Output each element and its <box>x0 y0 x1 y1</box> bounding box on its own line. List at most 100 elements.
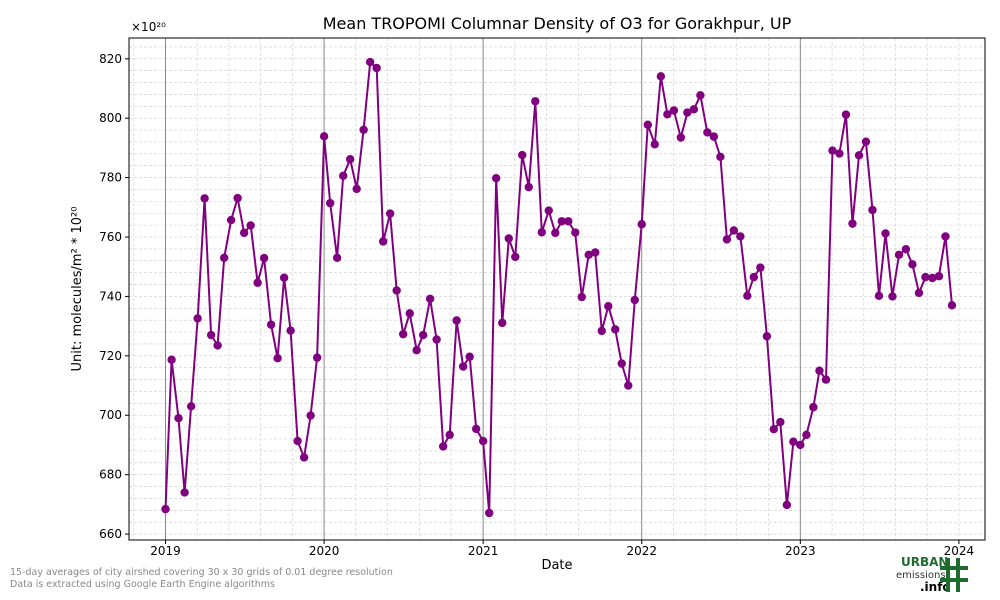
data-point <box>928 273 937 283</box>
x-tick-label: 2023 <box>785 544 816 558</box>
plot-frame <box>128 37 986 541</box>
data-point <box>266 320 276 329</box>
data-point <box>233 193 242 203</box>
data-point <box>663 110 672 119</box>
data-point <box>167 355 176 364</box>
data-point <box>676 133 686 142</box>
data-point <box>312 353 322 362</box>
data-point <box>637 220 646 229</box>
data-point <box>438 442 448 451</box>
data-point <box>769 425 779 434</box>
data-point <box>471 424 481 434</box>
logo-text-1: URBAN <box>901 555 948 569</box>
data-point <box>498 318 507 328</box>
data-point <box>591 248 600 257</box>
data-point <box>802 430 811 440</box>
data-point <box>656 72 666 81</box>
data-point <box>325 198 335 208</box>
data-point <box>762 332 772 341</box>
data-point <box>432 335 441 344</box>
data-point <box>524 182 533 192</box>
data-point <box>193 314 202 323</box>
data-point <box>418 330 428 340</box>
y-offset-label: ×10²⁰ <box>131 20 166 34</box>
data-point <box>835 149 844 158</box>
grid <box>129 38 985 540</box>
data-point <box>828 146 837 155</box>
x-tick-label: 2020 <box>309 544 340 558</box>
data-point <box>299 453 309 462</box>
data-point <box>511 252 520 262</box>
data-point <box>729 226 739 235</box>
y-tick-label: 740 <box>99 289 122 303</box>
data-point <box>821 375 831 384</box>
data-point <box>537 228 546 237</box>
data-point <box>848 219 857 228</box>
data-point <box>259 253 269 263</box>
data-point <box>412 345 421 355</box>
data-point <box>571 228 580 237</box>
data-point <box>722 235 732 244</box>
data-point <box>789 437 798 446</box>
data-point <box>624 381 633 390</box>
data-point <box>352 184 361 194</box>
y-tick-label: 760 <box>99 230 122 244</box>
data-point <box>874 291 884 301</box>
data-point <box>861 137 871 146</box>
data-point <box>200 194 209 203</box>
y-tick-label: 660 <box>99 527 122 541</box>
data-point <box>544 206 553 215</box>
data-point <box>908 260 917 269</box>
urbanemissions-logo: URBAN emissions .info <box>896 555 968 594</box>
data-point <box>756 263 765 272</box>
logo-text-2: emissions <box>896 570 946 581</box>
y-tick-label: 680 <box>99 468 122 482</box>
data-point <box>286 326 295 335</box>
y-tick-label: 820 <box>99 52 122 66</box>
grid-hash-icon <box>940 558 968 592</box>
data-point <box>689 105 699 114</box>
x-axis-ticks: 2019 2020 2021 2022 2023 2024 <box>150 540 974 558</box>
data-point <box>405 309 414 318</box>
data-point <box>458 362 468 371</box>
data-point <box>273 354 282 363</box>
y-axis-label: Unit: molecules/m² * 10²⁰ <box>70 207 85 372</box>
data-point <box>776 417 785 427</box>
data-point <box>378 237 388 246</box>
data-point <box>815 366 824 375</box>
x-tick-label: 2019 <box>150 544 181 558</box>
data-point <box>306 411 315 420</box>
data-point <box>359 125 368 134</box>
data-point <box>894 250 904 260</box>
data-point <box>385 209 395 218</box>
series-points <box>161 57 957 518</box>
data-point <box>365 57 375 67</box>
x-axis-label: Date <box>541 558 572 573</box>
year-lines <box>164 38 801 540</box>
data-point <box>239 228 249 238</box>
data-point <box>577 292 586 302</box>
data-point <box>914 288 924 298</box>
chart-title: Mean TROPOMI Columnar Density of O3 for … <box>323 14 792 33</box>
data-point <box>551 228 560 238</box>
data-point <box>716 152 725 162</box>
data-point <box>888 292 897 301</box>
data-point <box>683 108 692 117</box>
data-point <box>669 106 679 115</box>
y-tick-label: 800 <box>99 111 122 125</box>
data-point <box>253 278 262 287</box>
data-point <box>743 291 752 301</box>
data-point <box>491 174 501 183</box>
logo-text-3: .info <box>920 580 951 594</box>
footer-note-1: 15-day averages of city airshed covering… <box>10 567 393 578</box>
data-point <box>749 272 759 282</box>
data-point <box>597 326 606 336</box>
data-point <box>947 301 957 310</box>
y-axis-ticks: 660 680 700 720 740 760 780 800 820 <box>99 52 129 541</box>
data-point <box>425 294 435 304</box>
data-point <box>161 504 170 514</box>
x-tick-label: 2024 <box>944 544 975 558</box>
data-point <box>246 221 255 230</box>
data-point <box>584 250 593 260</box>
data-point <box>452 316 461 325</box>
